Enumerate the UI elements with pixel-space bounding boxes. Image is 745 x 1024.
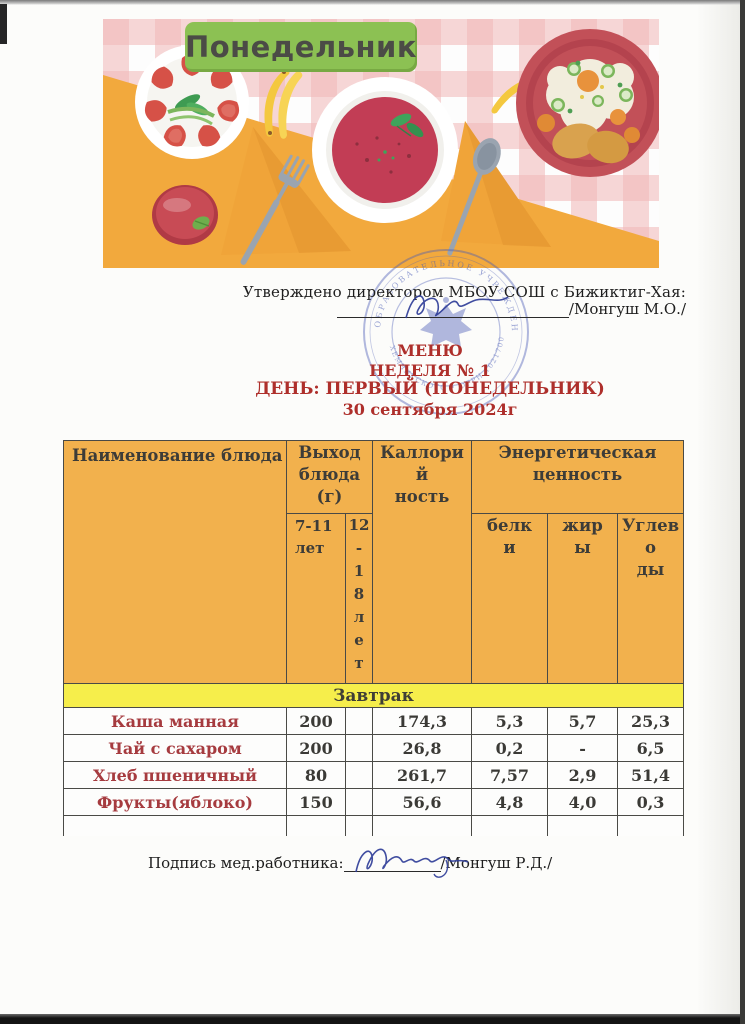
table-row: Фрукты(яблоко) 150 56,6 4,8 4,0 0,3	[63, 788, 685, 816]
signature-underline	[336, 300, 569, 318]
table-row: Каша манная 200 174,3 5,3 5,7 25,3	[63, 707, 685, 735]
carbs-value: 6,5	[617, 734, 685, 762]
dish-name: Чай с сахаром	[63, 734, 287, 762]
official-round-stamp: ОБРАЗОВАТЕЛЬНОЕ УЧРЕЖДЕНИЕ ХЕМЧИКСКОГО •…	[360, 246, 529, 415]
scan-edge-bottom	[0, 1014, 745, 1024]
calories-value: 174,3	[372, 707, 473, 735]
col-header-age-7-11: 7-11 лет	[286, 513, 346, 684]
stamp-eagle-emblem	[420, 297, 472, 347]
dish-name: Хлеб пшеничный	[63, 761, 287, 789]
output-7-11: 200	[286, 707, 346, 735]
dish-name: Фрукты(яблоко)	[63, 788, 287, 816]
col-header-carbs: Углев о ды	[617, 513, 685, 684]
col-header-protein: белк и	[471, 513, 549, 684]
col-header-age-12-18: 12 - 1 8 л е т	[344, 513, 374, 684]
output-7-11: 150	[286, 788, 346, 816]
dish-name: Каша манная	[63, 707, 287, 735]
carbs-value: 0,3	[617, 788, 685, 816]
cucumber-slices	[551, 62, 633, 112]
calories-value: 261,7	[372, 761, 473, 789]
med-signature-label: Подпись мед.работника:	[148, 854, 344, 872]
tomato-plate-illustration	[135, 45, 249, 159]
med-signature-line: Подпись мед.работника: /Монгуш Р.Д./	[148, 854, 552, 872]
col-header-fat: жир ы	[547, 513, 619, 684]
spoon-icon	[447, 138, 501, 256]
salad-plate-illustration	[516, 29, 659, 177]
approval-signee: /Монгуш М.О./	[568, 300, 686, 318]
col-header-dish: Наименование блюда	[63, 440, 287, 684]
col-header-calories: Каллори й ность	[372, 440, 473, 684]
menu-title-block: МЕНЮ НЕДЕЛЯ № 1 ДЕНЬ: ПЕРВЫЙ (ПОНЕДЕЛЬНИ…	[170, 341, 690, 419]
med-signee: /Монгуш Р.Д./	[440, 854, 553, 872]
output-7-11: 200	[286, 734, 346, 762]
scan-edge-right	[740, 0, 745, 1024]
col-header-output: Выход блюда (г)	[285, 440, 374, 514]
scan-shade-right	[696, 0, 740, 1024]
fork-napkin-illustration	[221, 127, 351, 265]
menu-date: 30 сентября 2024г	[342, 399, 518, 419]
section-breakfast: Завтрак	[62, 683, 685, 708]
menu-title: МЕНЮ	[397, 341, 463, 360]
signature-underline	[343, 854, 441, 872]
calories-value: 26,8	[372, 734, 473, 762]
output-12-18	[344, 761, 374, 789]
spoon-napkin-illustration	[441, 121, 551, 256]
scan-corner-artifact	[0, 4, 7, 44]
carbs-value: 25,3	[617, 707, 685, 735]
protein-value: 4,8	[471, 788, 549, 816]
output-12-18	[344, 788, 374, 816]
fat-value: 2,9	[547, 761, 619, 789]
med-worker-signature	[355, 848, 469, 878]
protein-value: 5,3	[471, 707, 549, 735]
output-12-18	[344, 707, 374, 735]
fat-value: 4,0	[547, 788, 619, 816]
approval-line: Утверждено директором МБОУ СОШ с Бижикти…	[242, 283, 686, 301]
scan-edge-top	[0, 0, 745, 5]
menu-week: НЕДЕЛЯ № 1	[369, 360, 491, 380]
protein-value: 7,57	[471, 761, 549, 789]
calories-value: 56,6	[372, 788, 473, 816]
approval-signature-line: /Монгуш М.О./	[336, 300, 686, 318]
table-row: Чай с сахаром 200 26,8 0,2 - 6,5	[63, 734, 685, 762]
menu-day: ДЕНЬ: ПЕРВЫЙ (ПОНЕДЕЛЬНИК)	[255, 379, 605, 399]
menu-table: Наименование блюда Выход блюда (г) Калло…	[62, 440, 685, 836]
output-7-11: 80	[286, 761, 346, 789]
protein-value: 0,2	[471, 734, 549, 762]
col-header-energy: Энергетическая ценность	[471, 440, 685, 514]
soup-plate-illustration	[312, 77, 458, 223]
fork-icon	[240, 154, 310, 265]
empty-table-row	[63, 815, 685, 836]
table-row: Хлеб пшеничный 80 261,7 7,57 2,9 51,4	[63, 761, 685, 789]
carbs-value: 51,4	[617, 761, 685, 789]
small-red-plate-illustration	[152, 185, 218, 245]
director-signature	[405, 295, 509, 319]
fat-value: -	[547, 734, 619, 762]
fat-value: 5,7	[547, 707, 619, 735]
weekday-badge: Понедельник	[185, 22, 417, 72]
output-12-18	[344, 734, 374, 762]
